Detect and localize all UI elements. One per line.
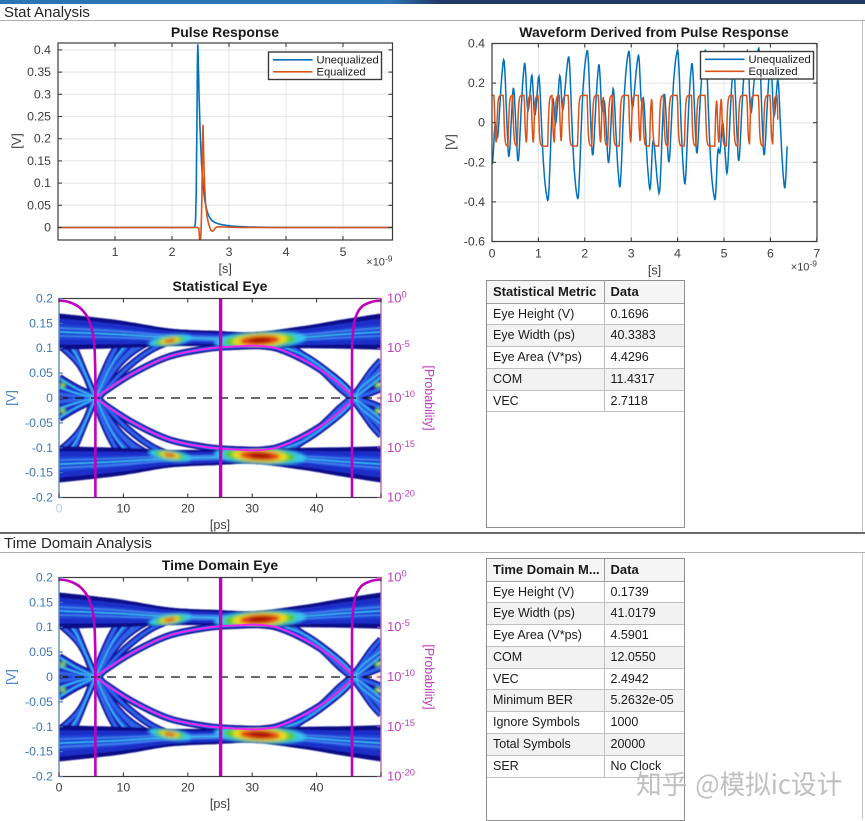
svg-text:Statistical Eye: Statistical Eye xyxy=(173,278,268,294)
svg-text:5: 5 xyxy=(721,247,728,261)
svg-text:0.25: 0.25 xyxy=(27,110,51,124)
svg-text:0.35: 0.35 xyxy=(27,65,51,79)
svg-text:10: 10 xyxy=(117,502,131,516)
svg-text:[V]: [V] xyxy=(10,133,24,148)
svg-text:0.2: 0.2 xyxy=(36,571,53,585)
svg-text:[Probability]: [Probability] xyxy=(422,644,436,709)
svg-text:0: 0 xyxy=(44,221,51,235)
svg-text:0.1: 0.1 xyxy=(36,341,53,355)
svg-text:5: 5 xyxy=(340,245,347,259)
svg-text:1: 1 xyxy=(112,245,119,259)
svg-text:0.3: 0.3 xyxy=(34,87,51,101)
svg-text:0: 0 xyxy=(489,247,496,261)
svg-text:4: 4 xyxy=(283,245,290,259)
svg-text:[ps]: [ps] xyxy=(210,797,230,811)
svg-text:-0.2: -0.2 xyxy=(32,770,53,784)
svg-text:0.2: 0.2 xyxy=(34,132,51,146)
svg-text:100: 100 xyxy=(387,290,407,306)
svg-text:20: 20 xyxy=(181,502,195,516)
svg-text:-0.05: -0.05 xyxy=(25,416,53,430)
svg-text:-0.2: -0.2 xyxy=(464,155,485,169)
svg-text:-0.05: -0.05 xyxy=(25,695,53,709)
svg-text:3: 3 xyxy=(628,247,635,261)
svg-text:0.05: 0.05 xyxy=(29,366,53,380)
svg-text:Equalized: Equalized xyxy=(749,66,798,78)
svg-text:30: 30 xyxy=(245,781,259,795)
svg-text:Unequalized: Unequalized xyxy=(749,54,811,66)
svg-text:-0.15: -0.15 xyxy=(25,745,53,759)
svg-text:6: 6 xyxy=(767,247,774,261)
svg-text:1: 1 xyxy=(535,247,542,261)
svg-text:0.2: 0.2 xyxy=(468,76,485,90)
svg-text:-0.6: -0.6 xyxy=(464,235,485,249)
svg-text:[V]: [V] xyxy=(5,669,19,684)
svg-text:2: 2 xyxy=(581,247,588,261)
svg-text:Pulse Response: Pulse Response xyxy=(171,24,279,40)
svg-text:0.2: 0.2 xyxy=(36,292,53,306)
svg-text:10-20: 10-20 xyxy=(387,768,415,784)
svg-text:0.1: 0.1 xyxy=(36,620,53,634)
svg-text:4: 4 xyxy=(674,247,681,261)
svg-text:-0.2: -0.2 xyxy=(32,491,53,505)
svg-text:0.4: 0.4 xyxy=(34,43,51,57)
svg-text:100: 100 xyxy=(387,569,407,585)
svg-text:0.15: 0.15 xyxy=(29,316,53,330)
svg-text:-0.1: -0.1 xyxy=(32,441,53,455)
svg-text:[V]: [V] xyxy=(444,134,458,149)
svg-text:0: 0 xyxy=(478,116,485,130)
svg-text:0: 0 xyxy=(56,781,63,795)
svg-text:10-15: 10-15 xyxy=(387,718,415,734)
svg-text:0.05: 0.05 xyxy=(29,645,53,659)
svg-text:[Probability]: [Probability] xyxy=(422,365,436,430)
svg-text:10-5: 10-5 xyxy=(387,618,410,634)
svg-text:0.15: 0.15 xyxy=(27,154,51,168)
svg-text:3: 3 xyxy=(226,245,233,259)
svg-text:2: 2 xyxy=(169,245,176,259)
svg-text:Waveform Derived from Pulse Re: Waveform Derived from Pulse Response xyxy=(519,24,789,40)
svg-text:Unequalized: Unequalized xyxy=(317,54,379,66)
svg-text:-0.4: -0.4 xyxy=(464,195,485,209)
svg-text:0.05: 0.05 xyxy=(27,198,51,212)
svg-text:[s]: [s] xyxy=(648,264,661,278)
svg-text:Time Domain Eye: Time Domain Eye xyxy=(162,557,279,573)
svg-text:0.1: 0.1 xyxy=(34,176,51,190)
svg-text:10-20: 10-20 xyxy=(387,489,415,505)
svg-text:30: 30 xyxy=(245,502,259,516)
svg-text:10-5: 10-5 xyxy=(387,339,410,355)
svg-text:10-15: 10-15 xyxy=(387,439,415,455)
svg-text:[ps]: [ps] xyxy=(210,518,230,532)
svg-text:0: 0 xyxy=(46,391,53,405)
svg-text:40: 40 xyxy=(310,781,324,795)
svg-text:20: 20 xyxy=(181,781,195,795)
svg-text:-0.15: -0.15 xyxy=(25,466,53,480)
svg-text:0: 0 xyxy=(56,502,63,516)
svg-text:×10-9: ×10-9 xyxy=(791,259,818,274)
svg-text:40: 40 xyxy=(310,502,324,516)
svg-text:7: 7 xyxy=(813,247,820,261)
svg-text:[V]: [V] xyxy=(5,390,19,405)
svg-text:10-10: 10-10 xyxy=(387,389,415,405)
svg-text:[s]: [s] xyxy=(219,262,232,276)
svg-text:10: 10 xyxy=(117,781,131,795)
svg-text:0: 0 xyxy=(46,670,53,684)
svg-text:0.15: 0.15 xyxy=(29,595,53,609)
svg-text:0.4: 0.4 xyxy=(468,37,485,51)
svg-text:10-10: 10-10 xyxy=(387,668,415,684)
svg-text:-0.1: -0.1 xyxy=(32,720,53,734)
svg-text:Equalized: Equalized xyxy=(317,66,366,78)
